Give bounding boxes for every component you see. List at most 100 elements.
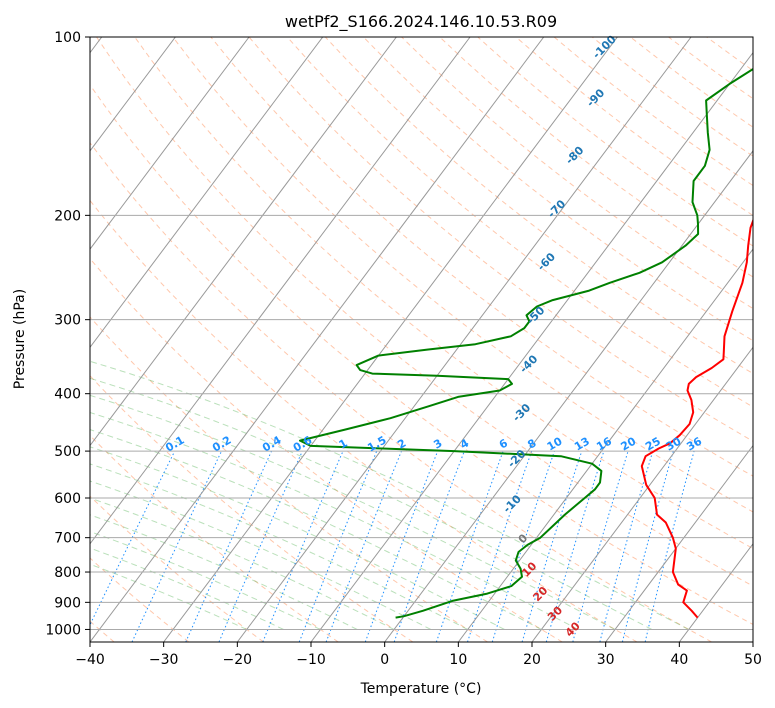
dry-adiabat-line <box>90 142 712 642</box>
dry-adiabat-line <box>172 37 753 513</box>
moist-adiabats <box>90 360 689 630</box>
x-tick-label: 40 <box>670 652 688 668</box>
y-tick-label: 400 <box>54 387 81 403</box>
mixing-ratio-line <box>467 450 533 642</box>
y-tick-label: 1000 <box>45 622 81 638</box>
dry-adiabat-line <box>134 37 753 550</box>
isotherm-label: -10 <box>501 492 524 515</box>
x-tick-label: 10 <box>449 652 467 668</box>
x-axis: −40 −30 −20 −10 0 10 20 30 40 50 <box>75 642 762 668</box>
isotherm-line <box>90 37 176 152</box>
mixing-ratio-line <box>521 450 583 642</box>
series-layer <box>299 67 753 619</box>
dry-adiabats <box>90 37 753 642</box>
mixing-ratio-label: 1 <box>337 437 350 452</box>
isotherm-line <box>90 37 250 250</box>
mixing-ratio-line <box>545 450 605 642</box>
moist-adiabat-line <box>90 563 247 630</box>
x-tick-label: −40 <box>75 652 105 668</box>
moist-adiabat-line <box>90 360 689 630</box>
mixing-ratio-line <box>185 450 272 642</box>
isotherm-line <box>90 37 397 447</box>
y-tick-label: 500 <box>54 444 81 460</box>
mixing-ratio-lines <box>90 450 695 642</box>
x-tick-label: 50 <box>744 652 762 668</box>
isotherm-line <box>384 150 753 642</box>
mixing-ratio-line <box>262 450 344 642</box>
mixing-ratio-label: 6 <box>497 436 510 451</box>
isotherm-label: 40 <box>563 619 583 639</box>
isotherm-line <box>90 37 324 349</box>
isotherm-line <box>752 641 753 642</box>
isotherm-line <box>90 37 471 545</box>
mixing-ratio-line <box>131 450 223 642</box>
mixing-ratio-line <box>325 450 402 642</box>
isotherm-line <box>163 37 618 642</box>
y-tick-label: 800 <box>54 565 81 581</box>
isotherm-line <box>531 346 753 642</box>
dewpoint-line <box>299 67 753 619</box>
x-tick-label: −10 <box>296 652 326 668</box>
isotherm-line <box>457 248 753 642</box>
moist-adiabat-line <box>90 446 505 630</box>
y-axis: 100 200 300 400 500 600 700 800 900 1000 <box>45 30 90 638</box>
x-tick-label: 20 <box>523 652 541 668</box>
dry-adiabat-line <box>363 37 753 342</box>
dry-adiabat-line <box>401 37 753 310</box>
mixing-ratio-line <box>435 450 504 642</box>
isotherm-label: -60 <box>535 250 558 273</box>
dry-adiabat-line <box>477 37 753 247</box>
y-tick-label: 300 <box>54 313 81 329</box>
isotherm-label: -90 <box>584 86 607 109</box>
x-tick-label: −30 <box>149 652 179 668</box>
dry-adiabat-line <box>90 257 563 642</box>
temperature-line <box>640 218 753 619</box>
moist-adiabat-line <box>90 514 358 630</box>
moist-adiabat-line <box>90 411 579 630</box>
plot-frame <box>89 36 754 643</box>
dry-adiabat-line <box>90 84 753 625</box>
isotherm-line <box>605 444 753 642</box>
dry-adiabat-line <box>96 37 753 587</box>
isotherm-label: -20 <box>505 447 528 470</box>
isotherm-line <box>90 37 545 642</box>
isotherm-label: -40 <box>517 352 540 375</box>
isotherm-line <box>678 542 753 642</box>
dry-adiabat-line <box>90 495 264 642</box>
moist-adiabat-line <box>90 429 542 630</box>
mixing-ratio-line <box>90 450 176 626</box>
mixing-ratio-line <box>644 450 695 642</box>
mixing-ratio-line <box>298 450 378 642</box>
isotherm-line <box>310 51 753 642</box>
chart-title: wetPf2_S166.2024.146.10.53.R09 <box>285 12 557 32</box>
dry-adiabat-line <box>553 37 753 187</box>
dry-adiabat-line <box>90 375 414 642</box>
x-tick-label: −20 <box>223 652 253 668</box>
mixing-ratio-line <box>364 450 439 642</box>
mixing-ratio-line <box>572 450 629 642</box>
y-tick-label: 600 <box>54 491 81 507</box>
dry-adiabat-line <box>90 557 190 642</box>
isobars <box>90 37 753 630</box>
y-tick-label: 100 <box>54 30 81 46</box>
y-tick-label: 700 <box>54 531 81 547</box>
x-axis-label: Temperature (°C) <box>360 681 482 697</box>
isotherm-label: -30 <box>510 401 533 424</box>
moist-adiabat-line <box>90 531 321 630</box>
dry-adiabat-line <box>210 37 753 477</box>
dry-adiabat-line <box>90 199 638 642</box>
mixing-ratio-line <box>599 450 654 642</box>
x-tick-label: 0 <box>380 652 389 668</box>
mixing-ratio-line <box>218 450 303 642</box>
dry-adiabat-line <box>668 37 753 100</box>
x-tick-label: 30 <box>597 652 615 668</box>
y-axis-label: Pressure (hPa) <box>12 289 28 389</box>
isotherm-line <box>236 37 692 642</box>
moist-adiabat-line <box>90 547 284 630</box>
dry-adiabat-line <box>706 37 753 72</box>
isotherm-label: -70 <box>545 197 568 220</box>
mixing-ratio-label: 4 <box>458 436 471 451</box>
mixing-ratio-line <box>491 450 555 642</box>
